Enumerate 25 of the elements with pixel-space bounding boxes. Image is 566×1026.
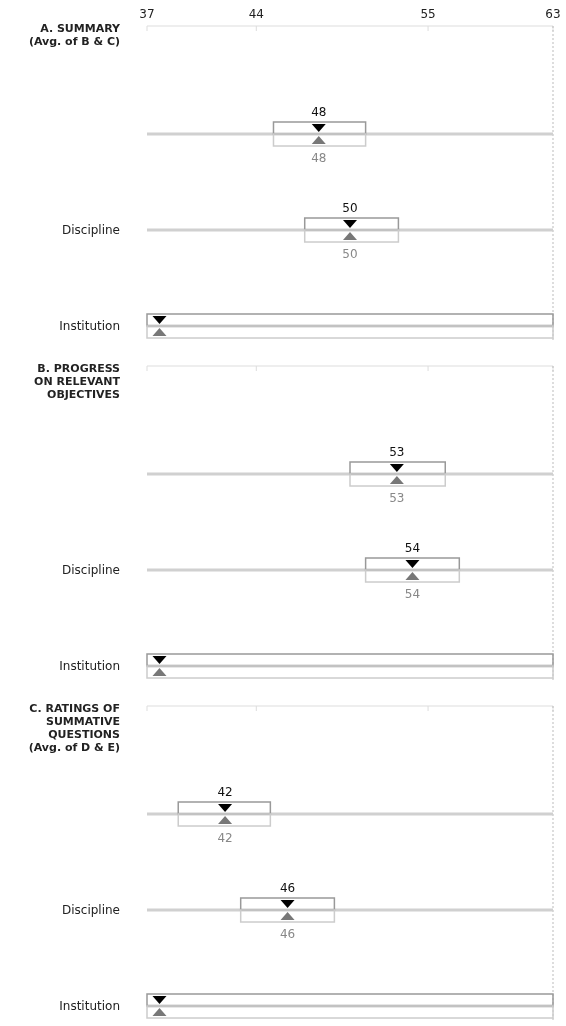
y-tick-label: Institution (59, 659, 120, 673)
y-tick-label: Discipline (61, 223, 120, 237)
data-label: 54 (404, 541, 421, 555)
data-label: 53 (389, 491, 405, 505)
data-label: 48 (311, 105, 327, 119)
text: C. RATINGS OF SUMMATIVE QUESTIONS (Avg. of D & E) (28, 702, 121, 754)
data-label: 54 (404, 587, 421, 601)
y-tick-label: Discipline (61, 903, 120, 917)
data-label: 42 (217, 831, 233, 845)
data-label: 50 (342, 201, 358, 215)
data-label: 50 (342, 247, 358, 261)
x-tick-label: 55 (420, 7, 436, 21)
x-tick-label: 37 (139, 7, 155, 21)
text: B. PROGRESS ON RELEVANT OBJECTIVES (34, 362, 121, 401)
data-label: 46 (279, 881, 296, 895)
x-tick-label: 44 (248, 7, 264, 21)
data-label: 42 (217, 785, 233, 799)
data-label: 53 (389, 445, 405, 459)
chart-title: A. SUMMARY (Avg. of B & C) (28, 22, 122, 48)
y-tick-label: Institution (59, 999, 120, 1013)
data-label: 48 (311, 151, 327, 165)
x-tick-label: 63 (545, 7, 561, 21)
y-tick-label: Institution (59, 319, 120, 333)
data-label: 46 (279, 927, 296, 941)
y-tick-label: Discipline (61, 563, 120, 577)
